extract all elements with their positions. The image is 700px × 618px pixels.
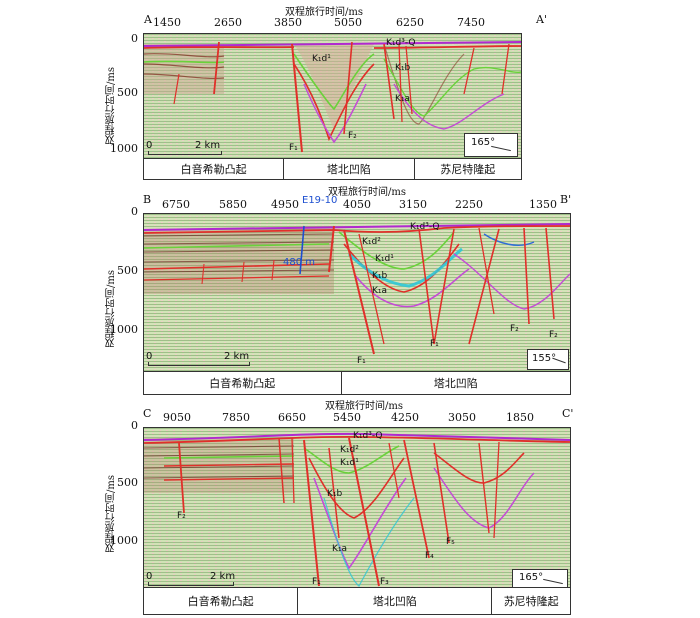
azimuth-value: 165°	[471, 137, 496, 148]
fault-label: F₂	[549, 330, 558, 340]
x-axis-title-c: 双程旅行时间/ms	[325, 401, 403, 412]
x-tick: 4050	[343, 198, 371, 211]
x-tick: 3050	[448, 411, 476, 424]
formation-label: K₁d¹	[375, 254, 394, 264]
x-tick: 5850	[219, 198, 247, 211]
azimuth-indicator-b: 155°	[527, 349, 569, 370]
y-tick: 500	[117, 476, 138, 489]
formation-label: K₁a	[372, 286, 388, 296]
fault-label: F₁	[289, 143, 298, 153]
fault-label: F₁	[312, 577, 321, 587]
scale-zero: 0	[146, 140, 153, 151]
formation-label: K₁b	[327, 489, 343, 499]
azimuth-indicator-c: 165°	[512, 569, 568, 588]
scale-zero: 0	[146, 351, 153, 362]
seismic-section-b	[143, 213, 571, 373]
formation-label: K₁a	[395, 94, 411, 104]
fault-label: F₅	[446, 537, 455, 547]
scale-zero: 0	[146, 571, 153, 582]
well-label: E19-10	[302, 195, 338, 206]
y-tick: 500	[117, 86, 138, 99]
x-tick: 7450	[457, 16, 485, 29]
fault-label: F₄	[425, 551, 434, 561]
azimuth-value: 155°	[532, 353, 557, 364]
x-axis-title-b: 双程旅行时间/ms	[328, 187, 406, 198]
formation-label: K₁d³-Q	[353, 431, 383, 441]
x-tick: 5450	[333, 411, 361, 424]
x-tick: 3150	[399, 198, 427, 211]
formation-label: K₁d²	[340, 445, 359, 455]
section-start-label-a: A	[144, 13, 152, 26]
seismic-section-c	[143, 427, 571, 589]
unit-cell: 白音希勒凸起	[144, 588, 299, 614]
formation-label: K₁b	[395, 63, 411, 73]
section-start-label-c: C	[143, 407, 152, 420]
fault-label: F₂	[177, 511, 186, 521]
formation-label: K₁d²	[362, 237, 381, 247]
structural-units-b: 白音希勒凸起 塔北凹陷	[143, 371, 571, 395]
y-tick: 0	[131, 32, 138, 45]
x-tick: 1450	[153, 16, 181, 29]
seismic-section-a	[143, 33, 522, 160]
unit-cell: 塔北凹陷	[298, 588, 493, 614]
unit-cell: 苏尼特隆起	[440, 163, 496, 176]
azimuth-value: 165°	[519, 572, 544, 583]
unit-cell: 塔北凹陷	[433, 377, 478, 390]
x-tick: 3850	[274, 16, 302, 29]
scale-distance: 2 km	[195, 140, 221, 151]
fault-label: F₂	[510, 324, 519, 334]
y-tick: 1000	[110, 323, 138, 336]
scale-bar-line	[148, 151, 222, 155]
y-tick: 0	[131, 419, 138, 432]
unit-cell: 白音希勒凸起	[144, 372, 342, 394]
y-tick: 0	[131, 205, 138, 218]
unit-cell: 塔北凹陷	[284, 159, 415, 179]
section-start-label-b: B	[143, 193, 152, 206]
x-tick: 5050	[334, 16, 362, 29]
x-tick: 6250	[396, 16, 424, 29]
structural-units-a: 白音希勒凸起 塔北凹陷 苏尼特隆起	[143, 158, 522, 180]
formation-label: K₁d¹	[340, 458, 359, 468]
y-tick: 500	[117, 264, 138, 277]
scale-bar-line	[148, 582, 234, 586]
fault-label: F₁	[430, 339, 439, 349]
x-tick: 2650	[214, 16, 242, 29]
azimuth-arrow-icon	[543, 578, 563, 585]
formation-label: K₁b	[372, 271, 388, 281]
scale-distance: 2 km	[210, 571, 236, 582]
x-tick: 6750	[162, 198, 190, 211]
x-tick: 9050	[163, 411, 191, 424]
x-tick: 4250	[391, 411, 419, 424]
x-tick: 7850	[222, 411, 250, 424]
scale-bar-line	[148, 362, 250, 366]
x-tick: 1850	[506, 411, 534, 424]
structural-units-c: 白音希勒凸起 塔北凹陷 苏尼特隆起	[143, 587, 571, 615]
azimuth-indicator-a: 165°	[464, 133, 518, 157]
x-tick: 6650	[278, 411, 306, 424]
y-tick: 1000	[110, 534, 138, 547]
y-tick: 1000	[110, 142, 138, 155]
well-depth-label: 480 m	[283, 257, 316, 268]
formation-label: K₁d¹	[312, 54, 331, 64]
unit-cell: 苏尼特隆起	[503, 595, 559, 608]
fault-label: F₃	[380, 577, 389, 587]
x-tick: 2250	[455, 198, 483, 211]
fault-label: F₁	[357, 356, 366, 366]
section-end-label-b: B'	[560, 193, 572, 206]
scale-distance: 2 km	[224, 351, 250, 362]
section-end-label-c: C'	[562, 407, 574, 420]
azimuth-arrow-icon	[491, 145, 511, 152]
formation-label: K₁d³-Q	[386, 38, 416, 48]
x-axis-title-a: 双程旅行时间/ms	[285, 7, 363, 18]
formation-label: K₁d³-Q	[410, 222, 440, 232]
x-tick: 1350	[529, 198, 557, 211]
fault-label: F₂	[348, 131, 357, 141]
unit-cell: 白音希勒凸起	[144, 159, 285, 179]
section-end-label-a: A'	[536, 13, 547, 26]
x-tick: 4950	[271, 198, 299, 211]
formation-label: K₁a	[332, 544, 348, 554]
